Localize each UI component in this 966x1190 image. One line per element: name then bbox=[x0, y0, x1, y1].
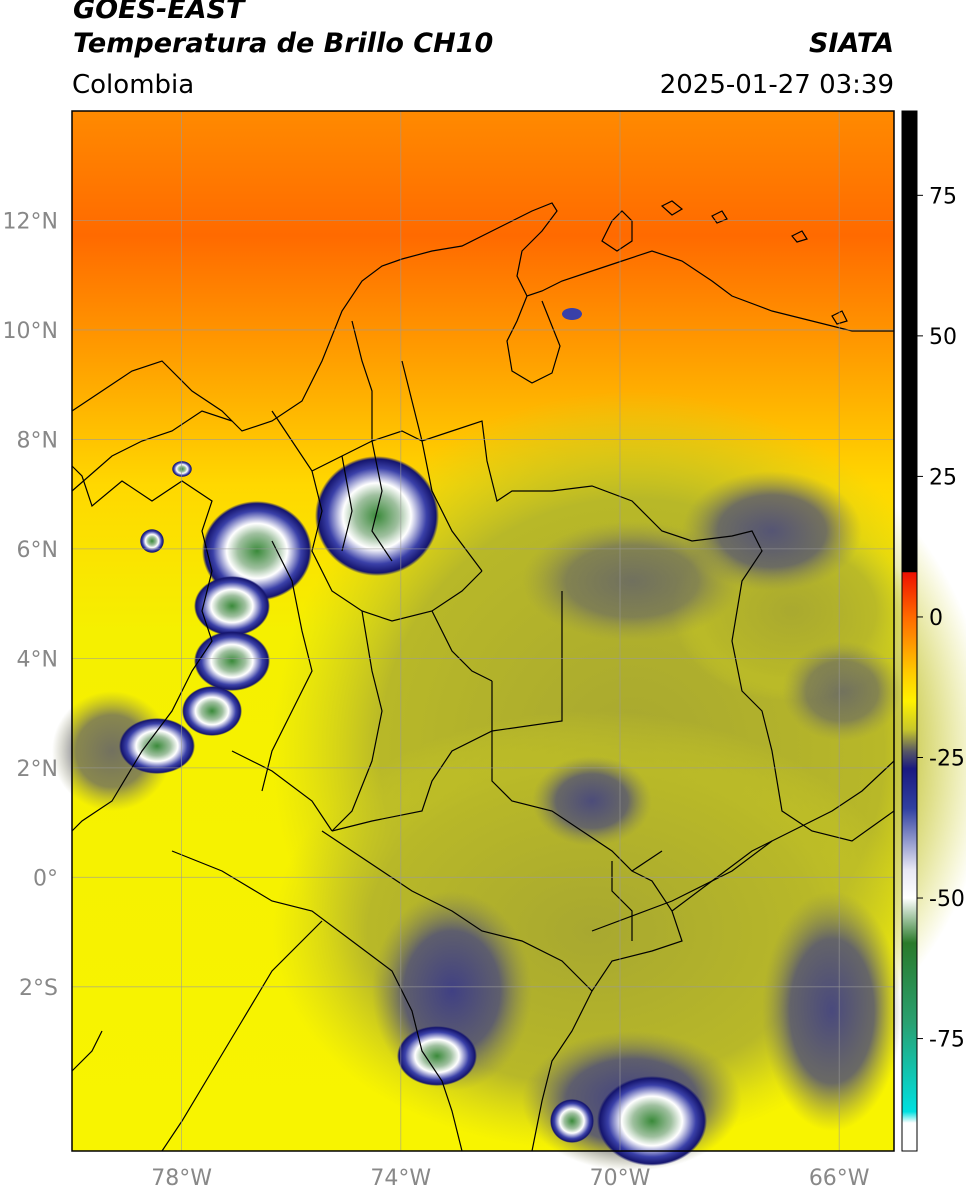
title-product: Temperatura de Brillo CH10 bbox=[73, 28, 494, 59]
timestamp-label: 2025-01-27 03:39 bbox=[659, 70, 894, 100]
colorbar-label: 75 bbox=[929, 184, 957, 209]
lat-label: 6°N bbox=[17, 538, 58, 563]
colorbar-label: -50 bbox=[929, 887, 965, 912]
temperature-colorbar: 75 50 25 0 -25 -50 -75 bbox=[901, 110, 965, 1152]
lon-label: 70°W bbox=[590, 1166, 651, 1190]
colorbar-label: 50 bbox=[929, 325, 957, 350]
colorbar-scale bbox=[901, 110, 918, 1152]
gridlines bbox=[72, 111, 894, 1151]
lat-label: 12°N bbox=[3, 209, 58, 234]
brightness-temperature-map: 12°N 10°N 8°N 6°N 4°N 2°N 0° 2°S 78°W 74°W 70°W 66… bbox=[3, 110, 966, 1190]
lat-label: 0° bbox=[33, 866, 58, 891]
map-frame bbox=[71, 110, 895, 1152]
colorbar-label: -25 bbox=[929, 746, 965, 771]
source-label: SIATA bbox=[808, 28, 894, 59]
region-label: Colombia bbox=[72, 70, 195, 100]
colorbar-label: 25 bbox=[929, 465, 957, 490]
colorbar-label: -75 bbox=[929, 1028, 965, 1053]
longitude-labels: 78°W 74°W 70°W 66°W bbox=[151, 1166, 870, 1190]
lat-label: 2°N bbox=[17, 757, 58, 782]
colorbar-ticks: 75 50 25 0 -25 -50 -75 bbox=[917, 184, 965, 1053]
coastlines-and-borders bbox=[71, 200, 895, 1152]
lat-label: 10°N bbox=[3, 319, 58, 344]
lon-label: 74°W bbox=[370, 1166, 431, 1190]
convective-storms bbox=[119, 308, 707, 1166]
lon-label: 66°W bbox=[809, 1166, 870, 1190]
colorbar-label: 0 bbox=[929, 606, 943, 631]
lat-label: 8°N bbox=[17, 428, 58, 453]
latitude-labels: 12°N 10°N 8°N 6°N 4°N 2°N 0° 2°S bbox=[3, 209, 58, 1000]
lat-label: 2°S bbox=[19, 976, 58, 1001]
lat-label: 4°N bbox=[17, 647, 58, 672]
lon-label: 78°W bbox=[151, 1166, 212, 1190]
title-satellite: GOES-EAST bbox=[73, 0, 245, 25]
